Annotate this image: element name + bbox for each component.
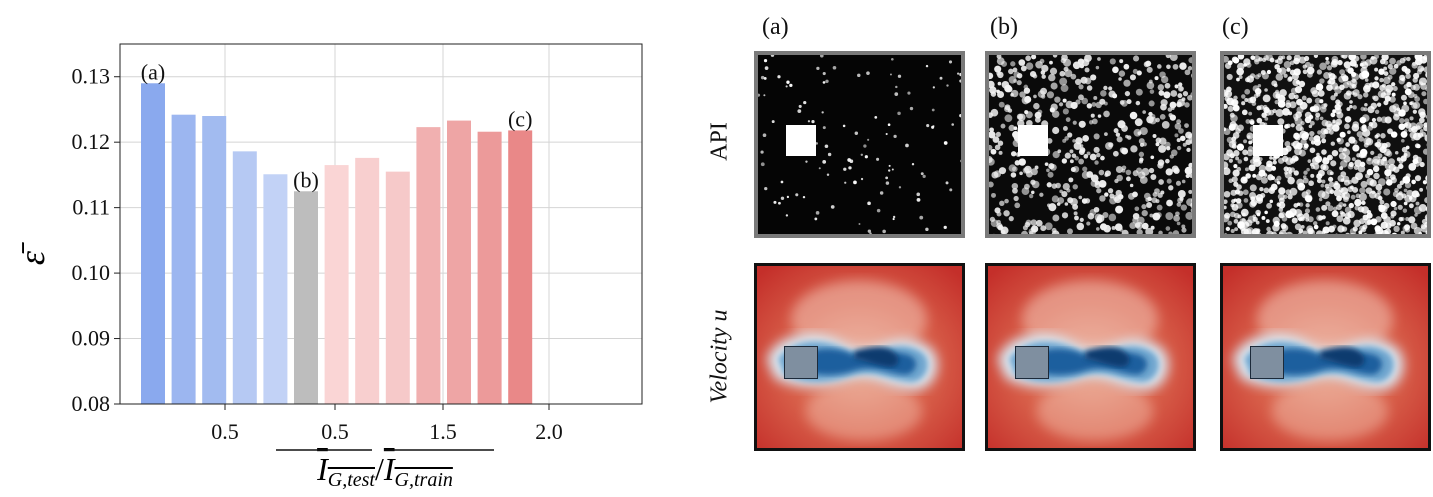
y-tick-label: 0.11 — [72, 195, 110, 220]
x-axis-label: IG,test/IG,train — [316, 451, 453, 491]
bar — [263, 174, 288, 404]
bar-annotation: (a) — [141, 59, 165, 84]
panel-letter-b: (b) — [990, 14, 1018, 40]
bar — [385, 171, 410, 404]
bar — [141, 83, 165, 404]
bar-annotation: (b) — [293, 167, 319, 192]
bar-annotation: (c) — [508, 106, 532, 131]
bar — [202, 116, 227, 404]
y-tick-label: 0.12 — [72, 129, 111, 154]
y-tick-label: 0.08 — [72, 391, 111, 416]
plot-frame — [119, 43, 643, 405]
x-tick-label: 0.5 — [321, 419, 349, 444]
row-label-velocity: Velocity u — [706, 309, 733, 404]
y-tick-label: 0.13 — [72, 64, 111, 89]
panel-letter-a: (a) — [762, 14, 789, 40]
obstacle-gray-a — [784, 346, 818, 379]
error-bar-chart: 0.08 0.09 0.10 0.11 0.12 0.13 0.5 0.5 1.5 2.0 (a) (… — [12, 43, 643, 491]
bar — [232, 151, 257, 404]
api-image-c — [1220, 51, 1431, 238]
y-tick-label: 0.09 — [72, 326, 111, 351]
bar — [416, 127, 441, 405]
velocity-field-c — [1220, 263, 1431, 451]
y-tick-label: 0.10 — [72, 260, 111, 285]
bar — [355, 157, 380, 404]
obstacle-gray-c — [1250, 346, 1284, 379]
velocity-field-a — [754, 263, 965, 451]
panel-letter-c: (c) — [1222, 14, 1249, 40]
x-tick-label: 2.0 — [535, 419, 563, 444]
bar — [477, 131, 502, 404]
bar — [171, 114, 196, 404]
obstacle-b — [1018, 125, 1048, 156]
x-tick-label: 1.5 — [429, 419, 457, 444]
api-image-a — [754, 51, 965, 238]
bar — [508, 130, 533, 404]
obstacle-a — [786, 125, 816, 156]
bar — [447, 120, 471, 404]
row-label-api: API — [706, 122, 733, 161]
obstacle-gray-b — [1015, 346, 1049, 379]
plot-area — [120, 44, 642, 404]
x-tick-label: 0.5 — [211, 419, 239, 444]
y-axis-label: ε̄ — [12, 242, 52, 265]
api-image-b — [985, 51, 1196, 238]
obstacle-c — [1253, 125, 1283, 156]
bar — [294, 191, 318, 404]
velocity-field-b — [985, 263, 1196, 451]
bar — [324, 165, 349, 404]
